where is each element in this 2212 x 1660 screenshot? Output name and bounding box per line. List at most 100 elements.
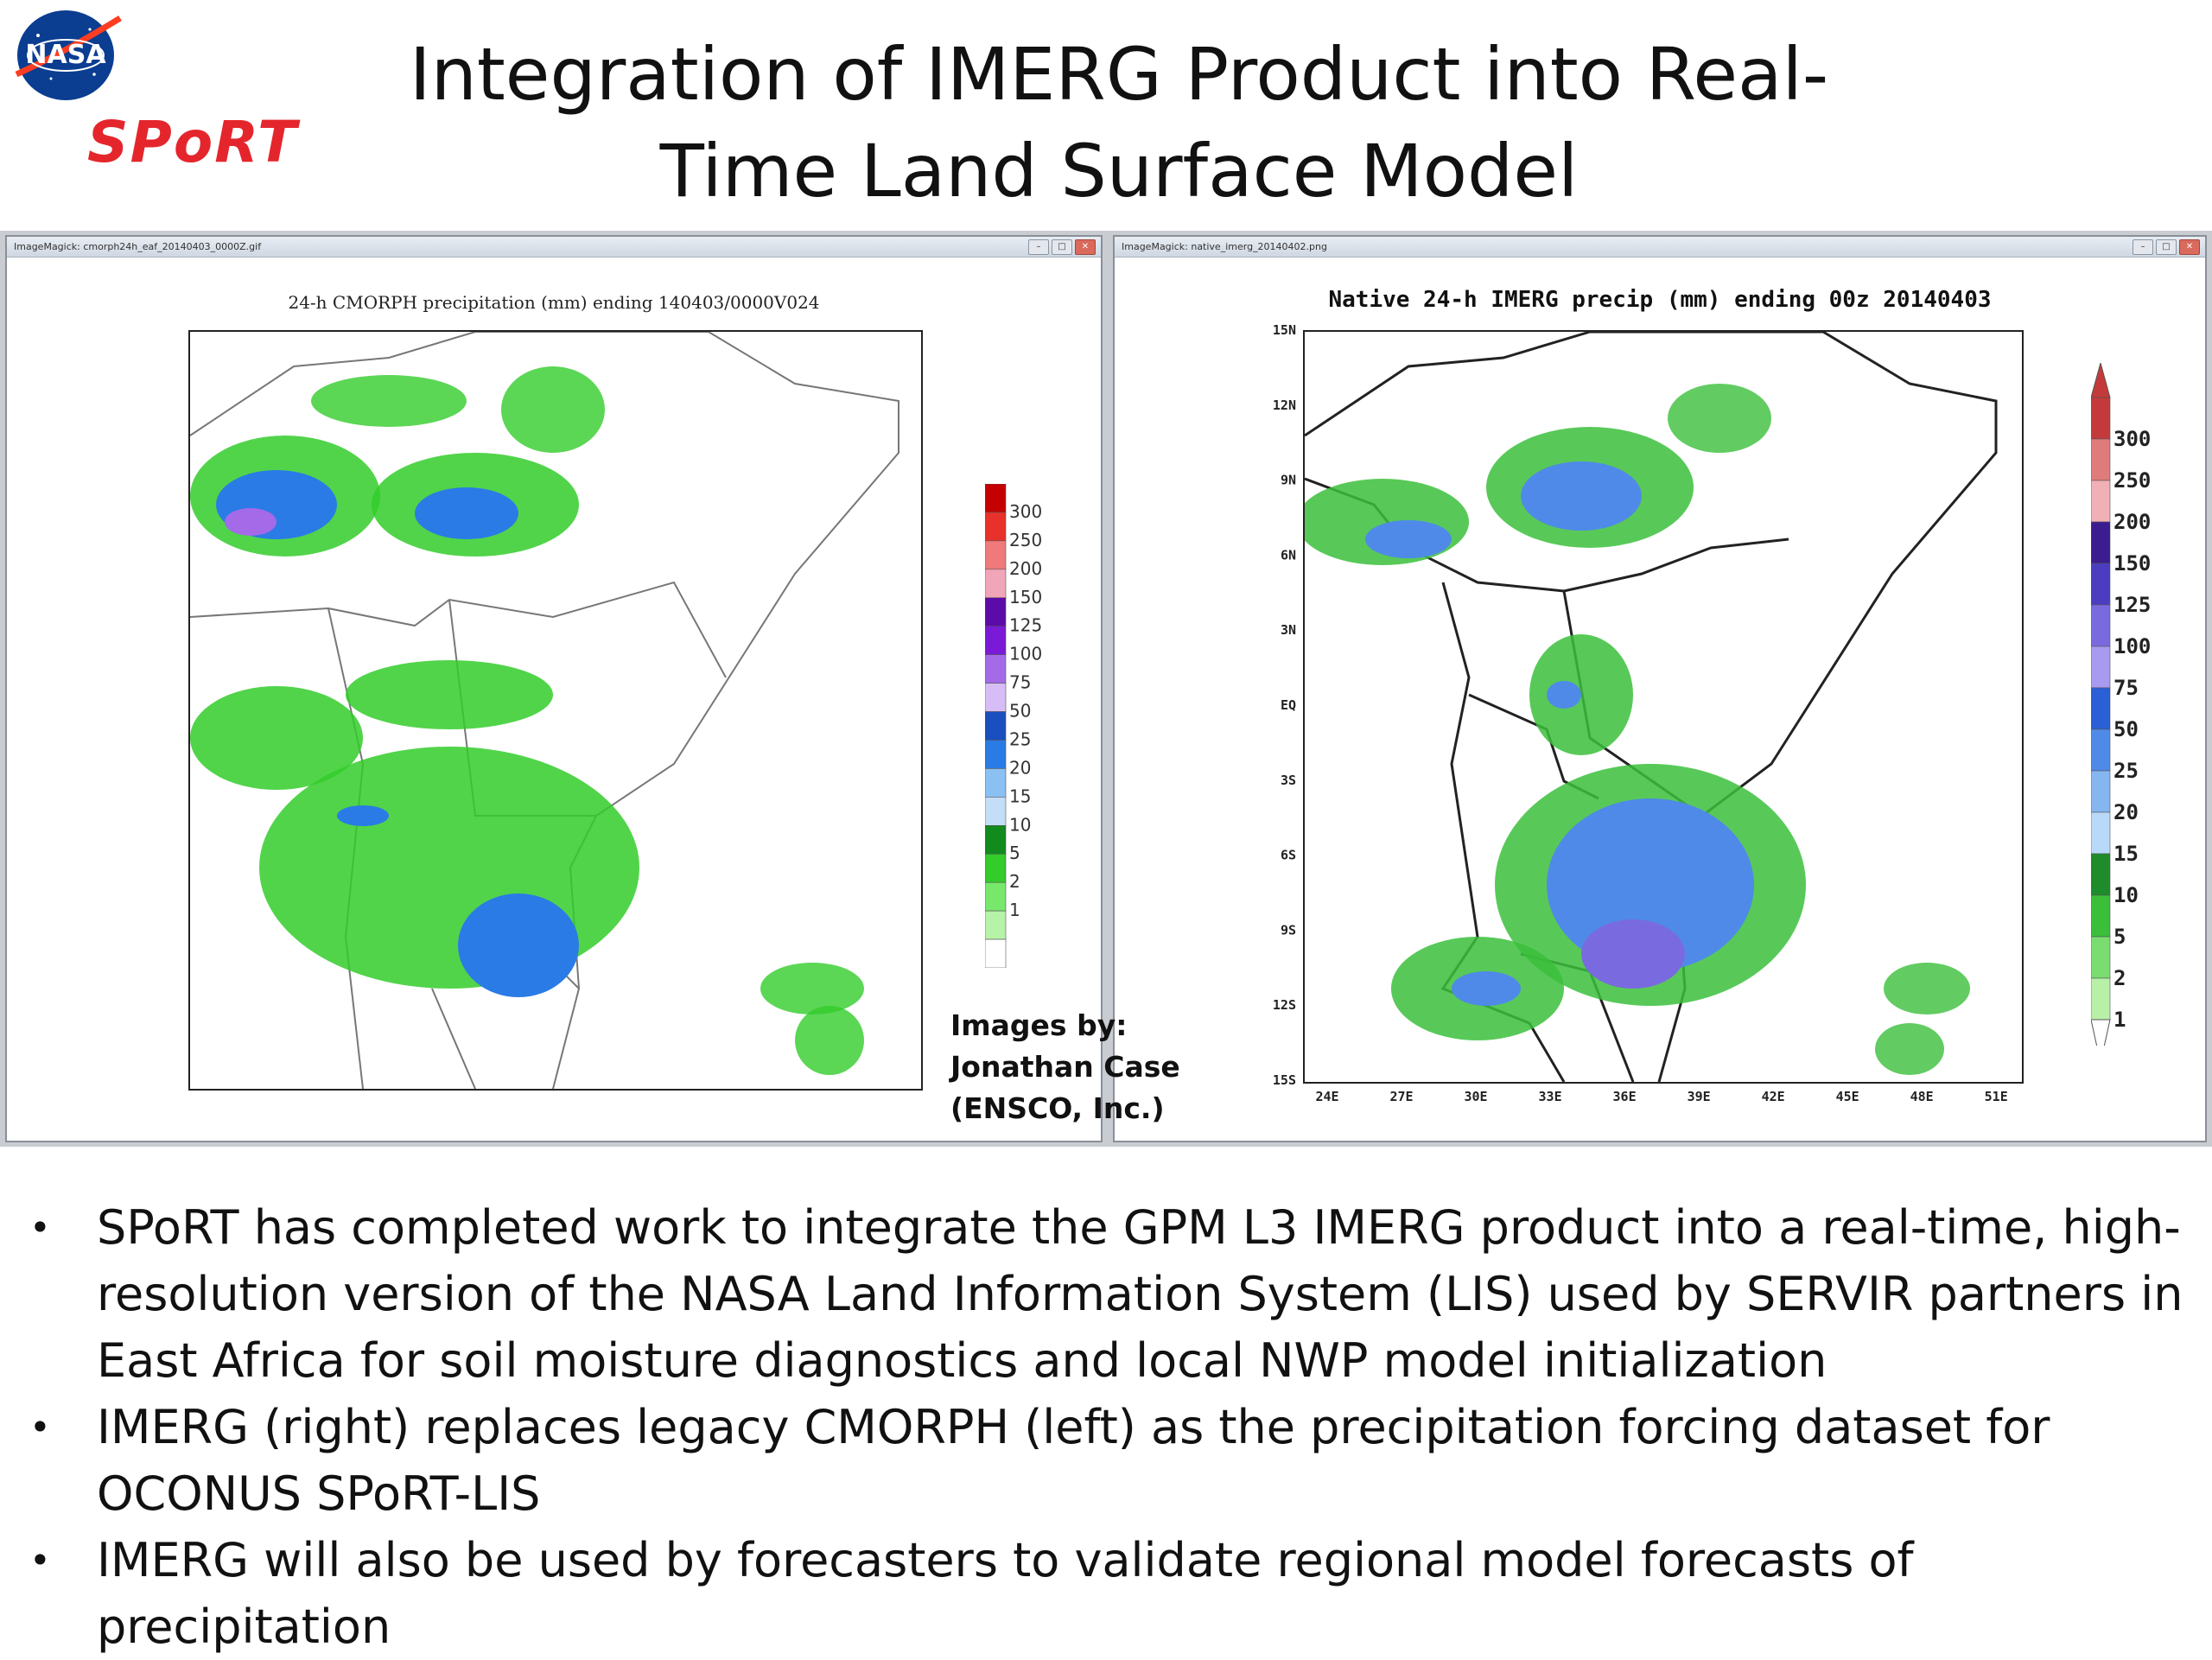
colorbar-swatch: [985, 910, 1007, 940]
cmorph-colorbar: 300 250 200 150 125 100 75 50 25 20 15 10 5 2 1: [985, 484, 1042, 968]
bullet-text: IMERG (right) replaces legacy CMORPH (le…: [97, 1400, 2050, 1521]
colorbar-label: 1: [2113, 1008, 2126, 1032]
colorbar-label: 2: [1009, 871, 1020, 892]
bullet-item: • SPoRT has completed work to integrate t…: [26, 1194, 2186, 1394]
colorbar-swatch: [2091, 977, 2111, 1021]
colorbar-min-arrow: [2091, 1019, 2111, 1046]
bullet-dot: •: [29, 1206, 51, 1249]
colorbar-swatch: [2091, 728, 2111, 772]
colorbar-label: 50: [1009, 701, 1031, 722]
colorbar-label: 75: [2113, 676, 2139, 700]
minimize-button[interactable]: –: [2133, 239, 2153, 255]
imerg-rain-field: [1305, 384, 1970, 1075]
image-credit: Images by: Jonathan Case (ENSCO, Inc.): [950, 1005, 1180, 1129]
y-tick-label: 6N: [1281, 547, 1296, 563]
colorbar-swatch: [2091, 936, 2111, 979]
bullet-item: • IMERG (right) replaces legacy CMORPH (l…: [26, 1394, 2186, 1527]
title-line-2: Time Land Surface Model: [659, 129, 1579, 213]
credit-line-1: Images by:: [950, 1008, 1128, 1042]
credit-line-2: Jonathan Case: [950, 1050, 1180, 1084]
sport-wordmark: SPoRT: [87, 109, 301, 175]
x-tick-label: 36E: [1613, 1089, 1637, 1104]
close-button[interactable]: ✕: [1075, 239, 1096, 255]
colorbar-label: 100: [1009, 644, 1042, 665]
colorbar-label: 20: [1009, 757, 1031, 778]
colorbar-swatch: [2091, 894, 2111, 938]
cmorph-window-titlebar[interactable]: ImageMagick: cmorph24h_eaf_20140403_0000…: [7, 237, 1101, 258]
colorbar-swatch: [985, 484, 1007, 513]
y-tick-label: 12S: [1273, 997, 1296, 1013]
x-tick-label: 48E: [1910, 1089, 1934, 1104]
colorbar-swatch: [2091, 521, 2111, 564]
imerg-plot-title: Native 24-h IMERG precip (mm) ending 00z…: [1328, 287, 1992, 313]
colorbar-label: 10: [2113, 883, 2139, 907]
colorbar-label: 300: [1009, 501, 1042, 522]
y-tick-label: EQ: [1281, 697, 1296, 713]
colorbar-swatch: [2091, 480, 2111, 523]
cmorph-plot-title: 24-h CMORPH precipitation (mm) ending 14…: [288, 292, 820, 313]
bullet-text: IMERG will also be used by forecasters t…: [97, 1533, 1914, 1654]
imerg-colorbar: 300 250 200 150 125 100 75 50 25 20 15 10 5 2 1: [2091, 363, 2151, 1046]
colorbar-swatch: [985, 512, 1007, 542]
colorbar-label: 75: [1009, 672, 1031, 693]
colorbar-swatch: [985, 597, 1007, 627]
bullet-dot: •: [29, 1406, 51, 1448]
colorbar-label: 125: [2113, 593, 2151, 617]
y-tick-label: 9N: [1281, 473, 1296, 488]
bullet-text: SPoRT has completed work to integrate th…: [97, 1200, 2183, 1388]
slide-title: Integration of IMERG Product into Real- …: [328, 26, 1910, 219]
cmorph-image-window: ImageMagick: cmorph24h_eaf_20140403_0000…: [5, 235, 1103, 1142]
minimize-button[interactable]: –: [1028, 239, 1049, 255]
colorbar-swatch: [2091, 604, 2111, 647]
colorbar-swatch: [985, 797, 1007, 826]
colorbar-swatch: [2091, 770, 2111, 813]
x-tick-label: 33E: [1539, 1089, 1562, 1104]
colorbar-label: 5: [2113, 925, 2126, 949]
imerg-window-titlebar[interactable]: ImageMagick: native_imerg_20140402.png –…: [1115, 237, 2205, 258]
colorbar-swatch: [985, 938, 1007, 968]
title-line-1: Integration of IMERG Product into Real-: [409, 32, 1829, 117]
colorbar-swatch: [985, 853, 1007, 883]
colorbar-swatch: [985, 740, 1007, 769]
colorbar-swatch: [985, 768, 1007, 798]
bullet-item: • IMERG will also be used by forecasters …: [26, 1527, 2186, 1660]
x-tick-label: 42E: [1762, 1089, 1785, 1104]
credit-line-3: (ENSCO, Inc.): [950, 1091, 1165, 1125]
colorbar-swatch: [985, 654, 1007, 684]
colorbar-label: 200: [2113, 510, 2151, 534]
bullet-list: • SPoRT has completed work to integrate t…: [26, 1194, 2186, 1660]
colorbar-swatch: [2091, 687, 2111, 730]
colorbar-label: 25: [1009, 728, 1031, 749]
y-tick-label: 15N: [1273, 322, 1296, 338]
colorbar-swatch: [985, 881, 1007, 912]
colorbar-label: 50: [2113, 717, 2139, 741]
colorbar-swatch: [2091, 563, 2111, 606]
colorbar-swatch: [985, 540, 1007, 570]
maximize-button[interactable]: □: [2156, 239, 2177, 255]
cmorph-window-title: ImageMagick: cmorph24h_eaf_20140403_0000…: [14, 241, 262, 252]
y-tick-label: 12N: [1273, 398, 1296, 413]
colorbar-swatch: [985, 711, 1007, 741]
sport-logo: SPoRT: [87, 109, 301, 175]
nasa-logo: NASA: [15, 10, 122, 100]
y-tick-label: 15S: [1273, 1072, 1296, 1088]
colorbar-label: 10: [1009, 814, 1031, 835]
colorbar-swatch: [2091, 438, 2111, 481]
colorbar-label: 25: [2113, 759, 2139, 783]
maximize-button[interactable]: □: [1052, 239, 1072, 255]
colorbar-label: 125: [1009, 615, 1042, 636]
colorbar-label: 200: [1009, 558, 1042, 579]
colorbar-swatch: [2091, 397, 2111, 440]
colorbar-label: 150: [1009, 587, 1042, 607]
colorbar-label: 250: [2113, 468, 2151, 493]
colorbar-label: 1: [1009, 900, 1020, 920]
bullet-dot: •: [29, 1539, 51, 1581]
x-tick-label: 27E: [1389, 1089, 1413, 1104]
x-tick-label: 39E: [1688, 1089, 1711, 1104]
colorbar-swatch: [2091, 811, 2111, 855]
colorbar-label: 250: [1009, 530, 1042, 550]
colorbar-swatch: [985, 683, 1007, 712]
colorbar-swatch: [2091, 646, 2111, 689]
y-tick-label: 6S: [1281, 848, 1296, 863]
close-button[interactable]: ✕: [2179, 239, 2200, 255]
